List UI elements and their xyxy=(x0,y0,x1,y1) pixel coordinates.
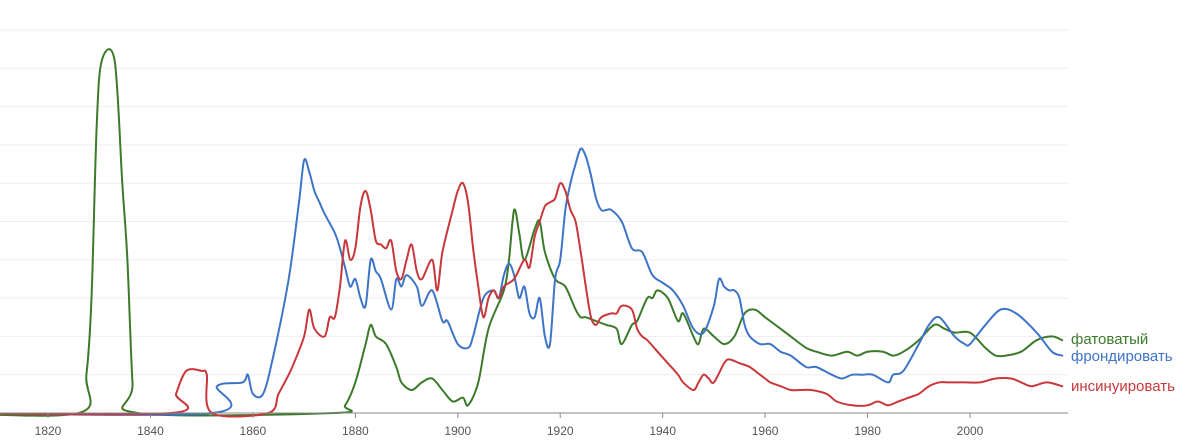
legend-label-2: инсинуировать xyxy=(1071,378,1175,395)
chart-gridlines xyxy=(0,29,1068,376)
series-line-2 xyxy=(0,181,1064,418)
chart-series xyxy=(0,48,1064,418)
series-line-1 xyxy=(0,147,1064,416)
x-tick-label: 1880 xyxy=(342,424,369,438)
x-tick-label: 1860 xyxy=(240,424,267,438)
x-tick-label: 1900 xyxy=(444,424,471,438)
series-line-0 xyxy=(0,48,1064,417)
x-tick-label: 1980 xyxy=(854,424,881,438)
legend-label-1: фрондировать xyxy=(1071,348,1173,365)
x-tick-label: 1960 xyxy=(752,424,779,438)
x-tick-label: 1840 xyxy=(137,424,164,438)
x-tick-label: 1940 xyxy=(649,424,676,438)
x-tick-label: 2000 xyxy=(957,424,984,438)
x-axis: 1820 1840 1860 1880 1900 1920 1940 1960 1980 2000 xyxy=(0,412,1068,438)
legend-label-0: фатоватый xyxy=(1071,331,1148,348)
x-tick-label: 1820 xyxy=(35,424,62,438)
x-tick-label: 1920 xyxy=(547,424,574,438)
